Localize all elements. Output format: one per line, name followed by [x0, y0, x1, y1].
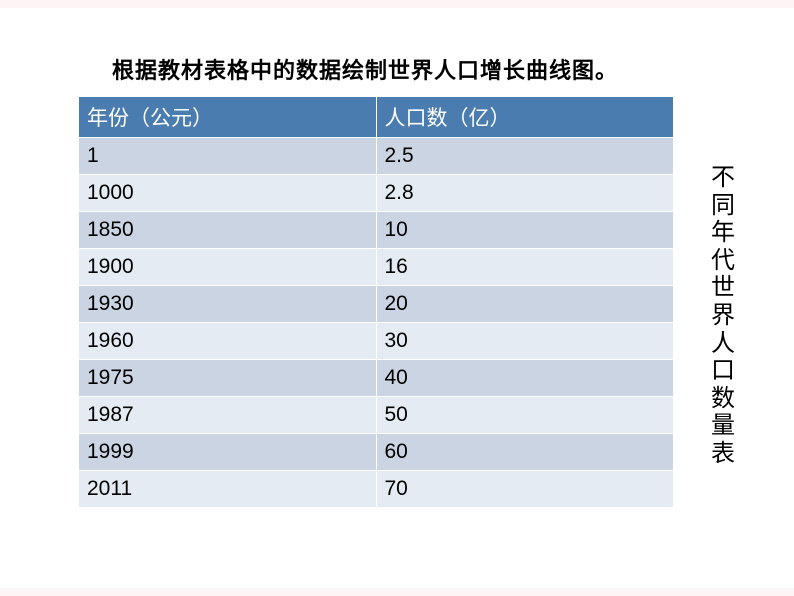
table-header-row: 年份（公元） 人口数（亿） [79, 97, 674, 138]
table-row: 1987 50 [79, 397, 674, 434]
cell-population: 50 [376, 397, 674, 434]
cell-year: 1987 [79, 397, 377, 434]
cell-population: 70 [376, 471, 674, 508]
table-row: 1999 60 [79, 434, 674, 471]
table-row: 1 2.5 [79, 138, 674, 175]
column-header-population: 人口数（亿） [376, 97, 674, 138]
table-row: 1900 16 [79, 249, 674, 286]
table-body: 1 2.5 1000 2.8 1850 10 1900 16 1930 20 [79, 138, 674, 508]
cell-year: 1930 [79, 286, 377, 323]
cell-population: 10 [376, 212, 674, 249]
cell-population: 16 [376, 249, 674, 286]
table-row: 2011 70 [79, 471, 674, 508]
bottom-decoration-bar [0, 588, 794, 596]
page-container: 根据教材表格中的数据绘制世界人口增长曲线图。 年份（公元） 人口数（亿） 1 2… [0, 8, 794, 588]
table-row: 1000 2.8 [79, 175, 674, 212]
cell-year: 1999 [79, 434, 377, 471]
population-table-wrapper: 年份（公元） 人口数（亿） 1 2.5 1000 2.8 1850 10 [78, 96, 674, 508]
cell-population: 20 [376, 286, 674, 323]
vertical-side-title: 不同年代世界人口数量表 [709, 164, 737, 468]
table-row: 1850 10 [79, 212, 674, 249]
table-row: 1960 30 [79, 323, 674, 360]
cell-population: 60 [376, 434, 674, 471]
cell-year: 1850 [79, 212, 377, 249]
table-row: 1930 20 [79, 286, 674, 323]
table-row: 1975 40 [79, 360, 674, 397]
cell-population: 30 [376, 323, 674, 360]
cell-year: 1000 [79, 175, 377, 212]
cell-population: 2.8 [376, 175, 674, 212]
cell-year: 2011 [79, 471, 377, 508]
cell-year: 1 [79, 138, 377, 175]
top-decoration-bar [0, 0, 794, 8]
cell-year: 1960 [79, 323, 377, 360]
page-title: 根据教材表格中的数据绘制世界人口增长曲线图。 [112, 53, 618, 85]
column-header-year: 年份（公元） [79, 97, 377, 138]
cell-population: 40 [376, 360, 674, 397]
cell-year: 1900 [79, 249, 377, 286]
cell-population: 2.5 [376, 138, 674, 175]
cell-year: 1975 [79, 360, 377, 397]
population-table: 年份（公元） 人口数（亿） 1 2.5 1000 2.8 1850 10 [78, 96, 674, 508]
